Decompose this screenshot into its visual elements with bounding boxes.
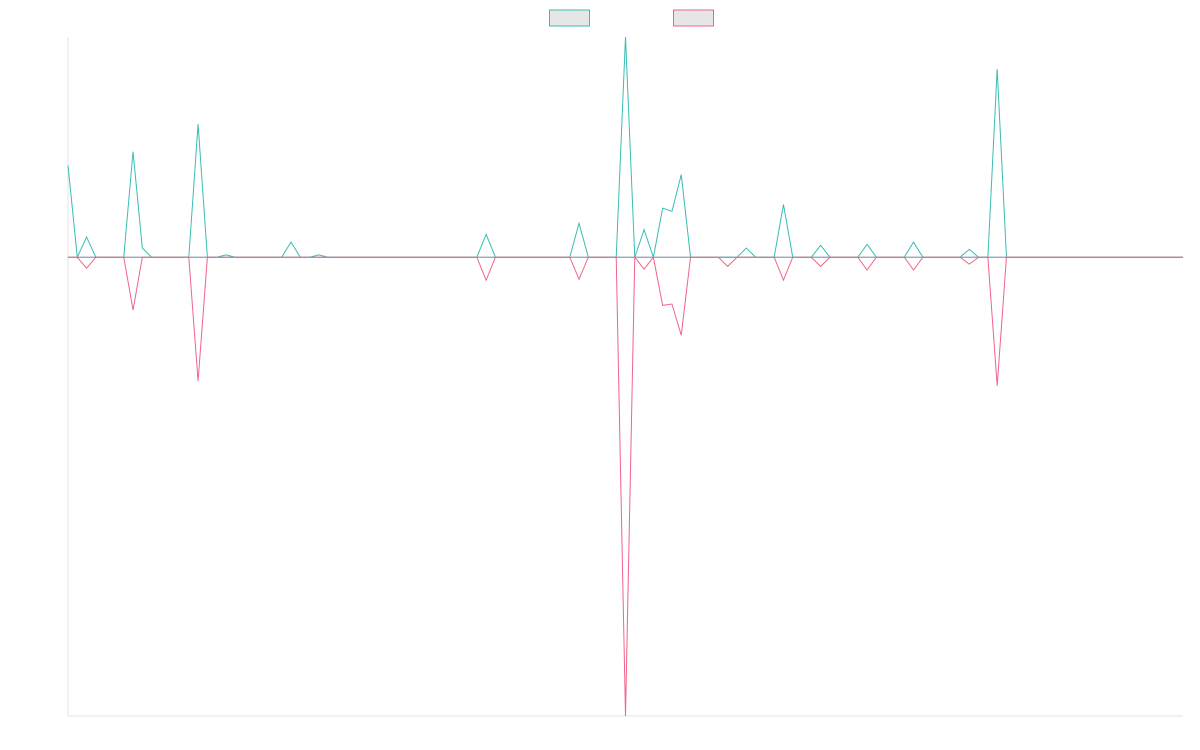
legend-swatch xyxy=(673,9,714,27)
legend-swatch xyxy=(549,9,590,27)
series-line xyxy=(68,255,1183,717)
series-line xyxy=(67,36,1183,260)
